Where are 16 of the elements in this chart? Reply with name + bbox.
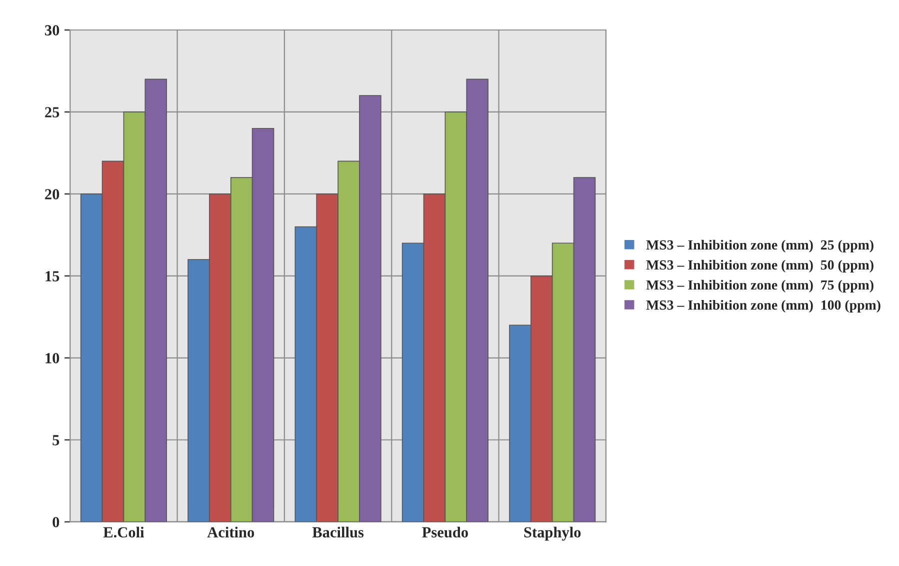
- legend-label: MS3 – Inhibition zone (mm) 50 (ppm): [646, 260, 874, 272]
- y-tick-label: 25: [45, 107, 60, 118]
- y-tick-label: 10: [46, 353, 60, 364]
- y-tick-label: 0: [52, 516, 60, 528]
- y-tick-label: 30: [45, 25, 60, 36]
- y-tick-label: 15: [46, 271, 60, 282]
- y-tick-label: 20: [45, 189, 60, 200]
- x-tick-label: Staphylo: [524, 526, 581, 541]
- x-tick-label: Acitino: [207, 526, 254, 538]
- legend-label: MS3 – Inhibition zone (mm) 100 (ppm): [646, 300, 880, 313]
- x-tick-label: E.Coli: [103, 526, 144, 538]
- x-tick-label: Pseudo: [422, 526, 468, 538]
- legend-label: MS3 – Inhibition zone (mm) 75 (ppm): [646, 280, 874, 292]
- y-tick-label: 5: [52, 435, 60, 446]
- x-tick-label: Bacillus: [312, 526, 364, 538]
- legend-label: MS3 – Inhibition zone (mm) 25 (ppm): [646, 240, 874, 252]
